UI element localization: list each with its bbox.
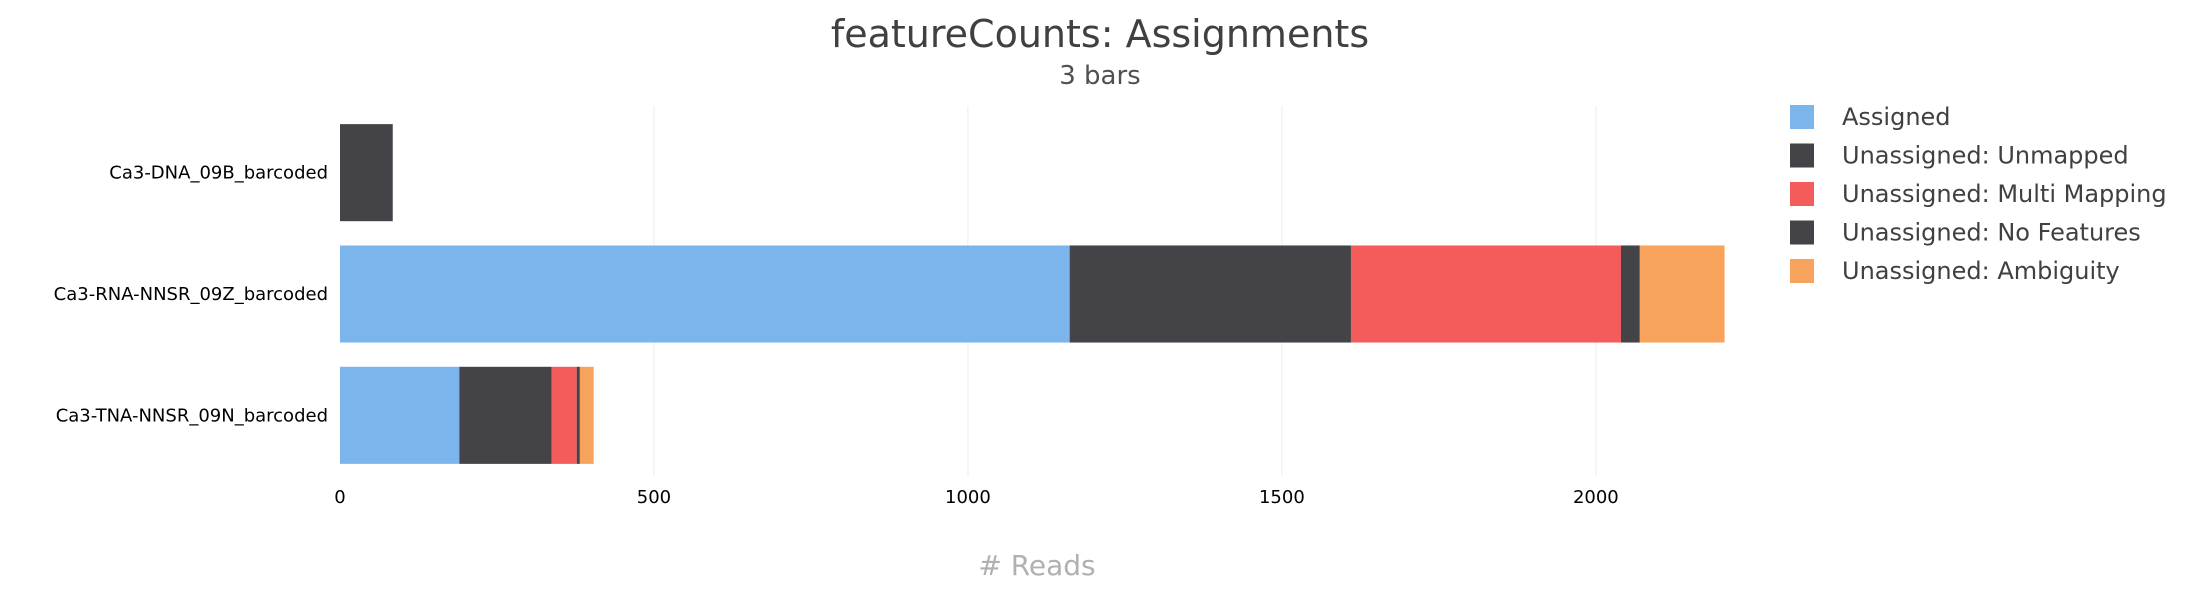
x-tick-label: 1500 — [1259, 487, 1305, 508]
bar-segment-1-0 — [340, 245, 1070, 343]
bar-segment-0-1 — [340, 124, 393, 222]
bar-segment-2-3 — [576, 366, 580, 464]
legend: Assigned Unassigned: Unmapped Unassigned: … — [1790, 103, 2167, 285]
chart-subtitle: 3 bars — [1059, 61, 1140, 91]
legend-item-label[interactable]: Unassigned: Ambiguity — [1842, 257, 2120, 285]
x-tick-labels: 0 500 1000 1500 2000 — [334, 487, 1618, 508]
legend-swatch — [1790, 143, 1814, 168]
bars — [340, 124, 1725, 464]
legend-item-label[interactable]: Unassigned: Unmapped — [1842, 142, 2129, 170]
chart-title: featureCounts: Assignments — [831, 12, 1369, 56]
legend-item-label[interactable]: Unassigned: Multi Mapping — [1842, 180, 2167, 208]
category-label: Ca3-TNA-NNSR_09N_barcoded — [56, 405, 328, 426]
bar-segment-1-1 — [1069, 245, 1351, 343]
category-label: Ca3-RNA-NNSR_09Z_barcoded — [54, 284, 328, 305]
category-labels: Ca3-DNA_09B_barcoded Ca3-RNA-NNSR_09Z_bar… — [54, 163, 328, 427]
x-tick-label: 1000 — [945, 487, 991, 508]
legend-swatch — [1790, 182, 1814, 206]
category-label: Ca3-DNA_09B_barcoded — [109, 163, 328, 184]
bar-segment-2-0 — [340, 366, 460, 464]
x-tick-label: 0 — [334, 487, 345, 508]
x-axis-label: # Reads — [978, 549, 1095, 582]
legend-item-label[interactable]: Unassigned: No Features — [1842, 219, 2141, 247]
bar-segment-2-4 — [579, 366, 594, 464]
x-tick-label: 500 — [637, 487, 671, 508]
legend-swatch — [1790, 259, 1814, 283]
legend-swatch — [1790, 220, 1814, 245]
bar-segment-2-1 — [459, 366, 552, 464]
bar-segment-1-2 — [1350, 245, 1621, 343]
bar-segment-1-4 — [1639, 245, 1725, 343]
bar-segment-2-2 — [551, 366, 577, 464]
legend-swatch — [1790, 105, 1814, 129]
x-tick-label: 2000 — [1573, 487, 1619, 508]
bar-segment-1-3 — [1620, 245, 1640, 343]
legend-item-label[interactable]: Assigned — [1842, 103, 1951, 131]
